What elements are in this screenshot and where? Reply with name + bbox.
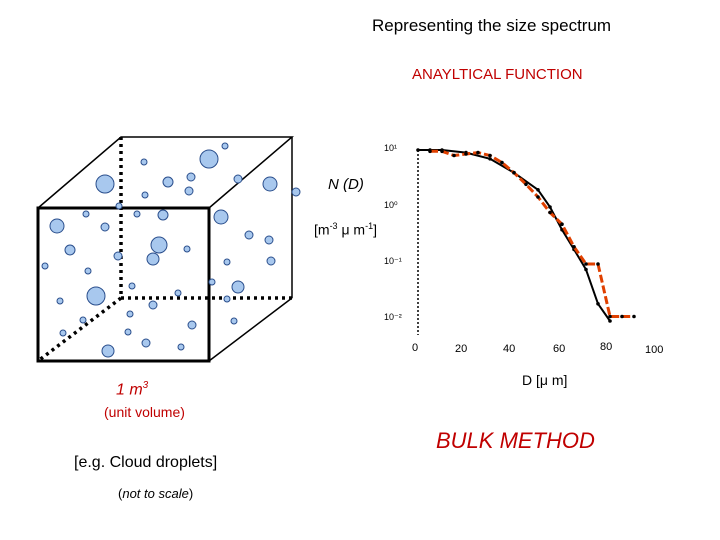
cube-top-face bbox=[37, 136, 295, 209]
droplet bbox=[174, 289, 182, 297]
x-tick-label: 40 bbox=[503, 343, 516, 355]
cube-front-face bbox=[36, 206, 211, 363]
droplet bbox=[244, 230, 254, 240]
droplet bbox=[115, 202, 123, 210]
droplet bbox=[186, 172, 196, 182]
droplet bbox=[126, 310, 134, 318]
series-point bbox=[452, 153, 456, 158]
series-point bbox=[596, 302, 600, 306]
series-point bbox=[536, 188, 540, 192]
series-point bbox=[584, 262, 588, 266]
series-point bbox=[464, 152, 468, 156]
droplet bbox=[262, 176, 278, 192]
droplet bbox=[230, 317, 238, 325]
series-point bbox=[488, 157, 492, 161]
series-point bbox=[584, 267, 588, 272]
droplet bbox=[128, 282, 136, 290]
x-tick-label: 20 bbox=[455, 343, 468, 355]
unit-volume-label: (unit volume) bbox=[104, 404, 185, 420]
x-tick-label: 80 bbox=[600, 341, 613, 353]
series-point bbox=[632, 314, 636, 319]
droplet bbox=[141, 338, 151, 348]
droplet bbox=[208, 278, 216, 286]
y-axis-units: [m-3 μ m-1] bbox=[314, 221, 377, 238]
x-axis-label: D [μ m] bbox=[522, 372, 568, 388]
droplet bbox=[100, 222, 110, 232]
droplet bbox=[140, 158, 148, 166]
droplet bbox=[86, 286, 106, 306]
droplet bbox=[101, 344, 115, 358]
x-tick-label: 60 bbox=[553, 343, 566, 355]
series-point bbox=[488, 153, 492, 158]
droplet bbox=[133, 210, 141, 218]
droplet bbox=[199, 149, 219, 169]
example-label: [e.g. Cloud droplets] bbox=[74, 454, 218, 471]
series-line bbox=[418, 149, 611, 322]
droplet bbox=[184, 186, 194, 196]
droplet bbox=[233, 174, 243, 184]
page-title: Representing the size spectrum bbox=[372, 16, 612, 35]
series-point bbox=[524, 182, 528, 187]
series-point bbox=[440, 149, 444, 154]
droplet bbox=[223, 295, 231, 303]
droplet bbox=[41, 262, 49, 270]
droplet bbox=[113, 251, 123, 261]
scale-note: (not to scale) bbox=[118, 486, 194, 501]
droplet bbox=[141, 191, 149, 199]
droplet bbox=[49, 218, 65, 234]
droplet bbox=[231, 280, 245, 294]
method-label: BULK METHOD bbox=[436, 428, 595, 453]
y-tick-label: 10¹ bbox=[384, 143, 398, 153]
droplet bbox=[124, 328, 132, 336]
droplet bbox=[148, 300, 158, 310]
droplet bbox=[146, 252, 160, 266]
droplet bbox=[157, 209, 169, 221]
series-point bbox=[512, 170, 516, 175]
droplet bbox=[266, 256, 276, 266]
series-point bbox=[608, 319, 612, 323]
droplet bbox=[59, 329, 67, 337]
droplet bbox=[79, 316, 87, 324]
series-point bbox=[416, 148, 420, 152]
series-point bbox=[536, 195, 540, 199]
droplet bbox=[264, 235, 274, 245]
droplet bbox=[183, 245, 191, 253]
droplet bbox=[162, 176, 174, 188]
x-tick-label: 100 bbox=[645, 344, 664, 356]
series-point bbox=[560, 222, 564, 226]
series-point bbox=[620, 314, 624, 319]
droplet bbox=[56, 297, 64, 305]
y-tick-label: 10⁻¹ bbox=[384, 256, 402, 266]
series-point bbox=[476, 150, 480, 155]
series-point bbox=[428, 149, 432, 154]
x-tick-label: 0 bbox=[412, 342, 419, 354]
droplet bbox=[291, 187, 301, 197]
series-point bbox=[596, 262, 600, 266]
droplet bbox=[187, 320, 197, 330]
series-point bbox=[572, 245, 576, 249]
series-point bbox=[548, 205, 552, 209]
y-tick-label: 10⁰ bbox=[384, 200, 398, 210]
droplet bbox=[223, 258, 231, 266]
droplet bbox=[221, 142, 229, 150]
series-point bbox=[608, 314, 612, 319]
y-axis-label: N (D) bbox=[328, 176, 364, 193]
cube-hidden-edge bbox=[36, 296, 123, 363]
volume-label: 1 m3 bbox=[116, 380, 149, 399]
droplet bbox=[84, 267, 92, 275]
droplet bbox=[82, 210, 90, 218]
droplet bbox=[64, 244, 76, 256]
cube-right-edge bbox=[208, 297, 293, 362]
series-point bbox=[500, 160, 504, 165]
droplet bbox=[95, 174, 115, 194]
y-tick-label: 10⁻² bbox=[384, 312, 402, 322]
series-point bbox=[548, 210, 552, 215]
droplet bbox=[150, 236, 168, 254]
droplet bbox=[213, 209, 229, 225]
function-heading: ANAYLTICAL FUNCTION bbox=[412, 66, 583, 83]
droplet bbox=[177, 343, 185, 351]
series-line bbox=[430, 149, 634, 318]
